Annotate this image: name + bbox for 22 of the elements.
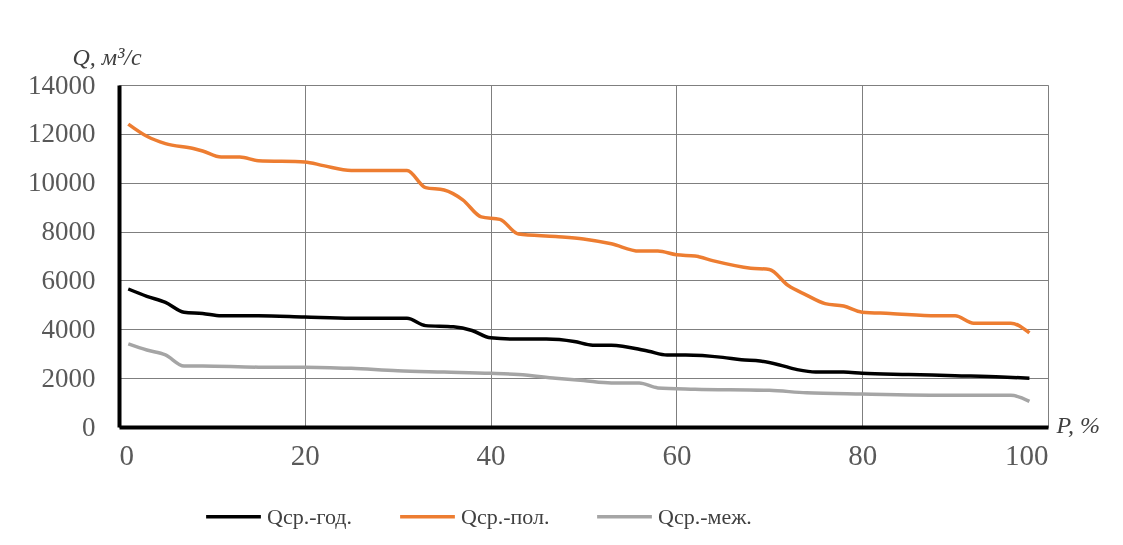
line-series — [126, 287, 1032, 380]
y-tick-label: 12000 — [28, 118, 96, 149]
line-series — [126, 342, 1032, 404]
x-tick-label: 60 — [662, 438, 692, 471]
line-series — [126, 122, 1032, 335]
y-axis-title: Q, м³/с — [72, 43, 143, 70]
y-tick-label: 8000 — [41, 216, 96, 247]
y-tick-label: 14000 — [28, 69, 96, 100]
legend-label: Qср.-год. — [267, 503, 353, 529]
legend-label: Qср.-меж. — [658, 503, 752, 529]
x-tick-label: 0 — [119, 438, 134, 471]
y-tick-label: 10000 — [28, 167, 96, 198]
y-tick-label: 2000 — [41, 362, 96, 393]
y-tick-label: 0 — [82, 411, 96, 442]
x-tick-label: 80 — [848, 438, 878, 471]
x-tick-label: 20 — [290, 438, 320, 471]
x-tick-label: 40 — [476, 438, 506, 471]
y-tick-label: 4000 — [41, 313, 96, 344]
x-tick-label: 100 — [1005, 438, 1049, 471]
y-tick-label: 6000 — [41, 264, 96, 295]
x-axis-title: P, % — [1055, 411, 1101, 438]
legend-label: Qср.-пол. — [461, 503, 550, 529]
